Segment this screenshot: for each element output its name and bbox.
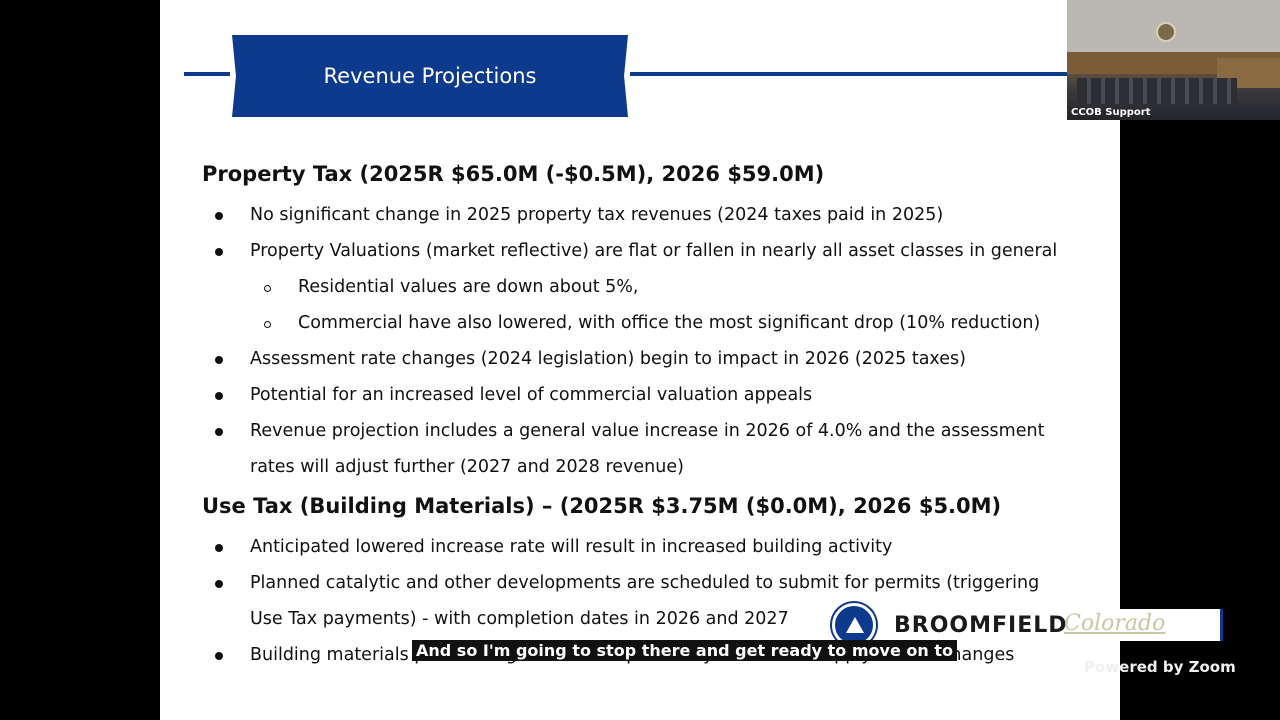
property-tax-bullet: Property Valuations (market reflective) … [250,241,1058,261]
header-rule-right [630,72,1080,76]
property-tax-bullet: Assessment rate changes (2024 legislatio… [250,349,966,369]
title-banner: Revenue Projections [232,35,628,117]
bullet-icon [215,356,223,364]
property-tax-sub-bullet: Residential values are down about 5%, [298,277,639,297]
property-tax-bullet-continued: rates will adjust further (2027 and 2028… [250,457,684,477]
bullet-icon [215,544,223,552]
logo-state: Colorado [1064,611,1166,636]
bullet-icon [215,652,223,660]
powered-by-zoom: Powered by Zoom [1084,658,1236,676]
use-tax-heading: Use Tax (Building Materials) – (2025R $3… [202,494,1002,518]
presentation-slide [160,0,1120,720]
council-seal-icon [1156,22,1176,42]
property-tax-heading: Property Tax (2025R $65.0M (-$0.5M), 202… [202,162,825,186]
logo-name: BROOMFIELD [894,613,1068,638]
property-tax-bullet: No significant change in 2025 property t… [250,205,944,225]
sub-bullet-icon [264,285,271,292]
property-tax-bullet: Revenue projection includes a general va… [250,421,1045,441]
bullet-icon [215,392,223,400]
bullet-icon [215,580,223,588]
bullet-icon [215,248,223,256]
header-rule-left [184,72,230,76]
participant-video-tile[interactable]: CCOB Support [1067,0,1280,120]
logo-wordmark: BROOMFIELD Colorado [884,609,1223,641]
use-tax-bullet: Anticipated lowered increase rate will r… [250,537,893,557]
bullet-icon [215,212,223,220]
property-tax-bullet: Potential for an increased level of comm… [250,385,813,405]
audience-chairs [1077,78,1237,104]
slide-title: Revenue Projections [323,64,537,88]
closed-caption: And so I'm going to stop there and get r… [412,640,957,661]
participant-name: CCOB Support [1071,107,1151,118]
sub-bullet-icon [264,321,271,328]
use-tax-bullet-continued: Use Tax payments) - with completion date… [250,609,789,629]
use-tax-bullet: Planned catalytic and other developments… [250,573,1040,593]
property-tax-sub-bullet: Commercial have also lowered, with offic… [298,313,1041,333]
bullet-icon [215,428,223,436]
broomfield-seal-icon [832,603,876,647]
broomfield-logo: BROOMFIELD Colorado [832,603,1223,647]
